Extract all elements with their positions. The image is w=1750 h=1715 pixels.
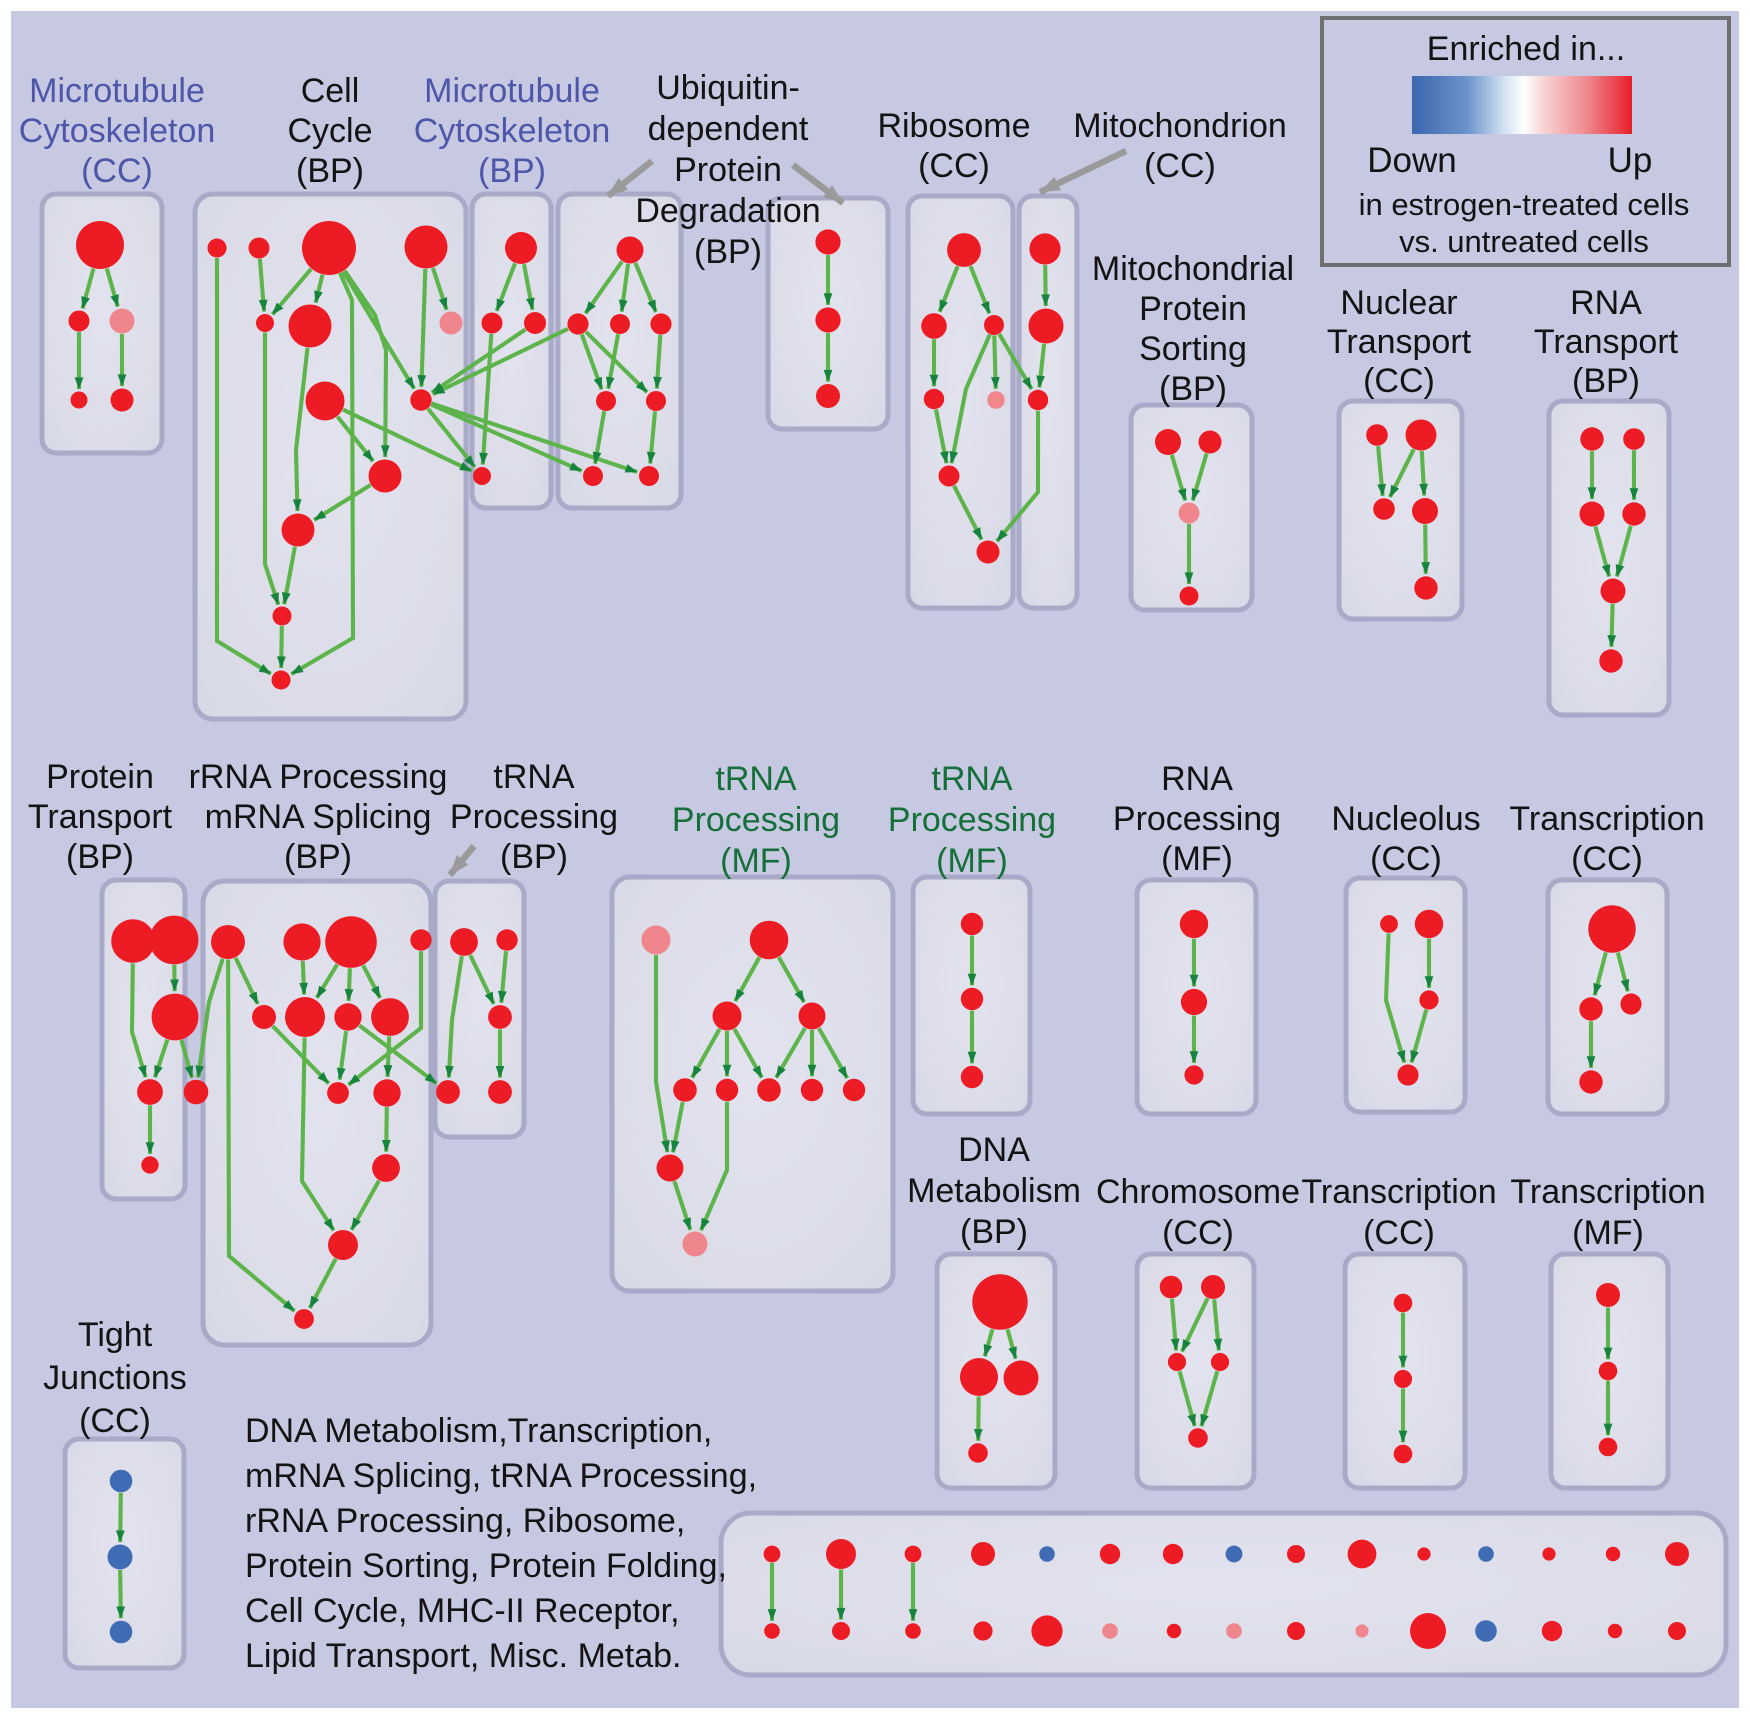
svg-text:Mitochondrion(CC): Mitochondrion (CC) bbox=[1073, 107, 1287, 185]
svg-text:Transcription(CC): Transcription (CC) bbox=[1301, 1173, 1496, 1252]
svg-text:Transcription(MF): Transcription (MF) bbox=[1510, 1173, 1705, 1252]
svg-text:Nucleolus(CC): Nucleolus (CC) bbox=[1331, 800, 1480, 878]
svg-text:Transcription(CC): Transcription (CC) bbox=[1509, 800, 1704, 878]
svg-text:Down: Down bbox=[1367, 141, 1456, 180]
svg-text:Chromosome(CC): Chromosome (CC) bbox=[1096, 1173, 1300, 1252]
svg-text:Enriched in...: Enriched in... bbox=[1427, 30, 1625, 68]
svg-text:DNA Metabolism,Transcription,m: DNA Metabolism,Transcription, mRNA Splici… bbox=[245, 1412, 757, 1675]
svg-text:Ribosome(CC): Ribosome (CC) bbox=[877, 107, 1030, 185]
svg-text:Up: Up bbox=[1608, 141, 1653, 180]
